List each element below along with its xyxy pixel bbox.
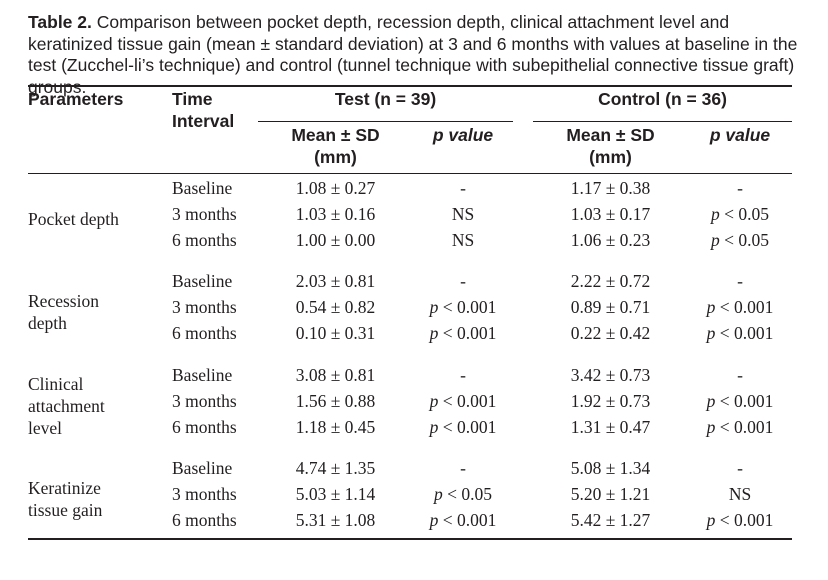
control-p-value-cell: - [737,271,743,291]
control-mean-cell: 0.22 ± 0.42 [570,323,651,343]
test-mean-cell: 0.10 ± 0.31 [295,323,376,343]
control-p-value-cell: NS [728,484,752,504]
time-interval-cell: 6 months [172,230,237,250]
control-p-value-cell: - [737,458,743,478]
test-p-value-cell: - [460,178,466,198]
control-p-value-cell: - [737,365,743,385]
parameter-label: depth [28,313,67,333]
table-caption: Table 2. Comparison between pocket depth… [28,12,803,98]
control-p-value-cell: p < 0.05 [711,204,769,224]
header-parameters: Parameters [28,89,124,109]
control-mean-cell: 2.22 ± 0.72 [570,271,651,291]
control-mean-cell: 1.17 ± 0.38 [570,178,651,198]
control-p-value-cell: p < 0.05 [711,230,769,250]
header-control-group: Control (n = 36) [598,89,727,109]
time-interval-cell: 6 months [172,510,237,530]
parameter-label: Recession [28,291,99,311]
header-control-mean-sd: Mean ± SD [566,125,655,145]
control-p-value-cell: - [737,178,743,198]
test-mean-cell: 4.74 ± 1.35 [295,458,376,478]
test-mean-cell: 1.03 ± 0.16 [295,204,376,224]
test-mean-cell: 1.00 ± 0.00 [295,230,376,250]
header-control-p-value: p value [709,125,771,145]
parameter-label: Clinical [28,374,84,394]
table-bottom-rule [28,538,792,540]
time-interval-cell: 3 months [172,391,237,411]
time-interval-cell: 3 months [172,204,237,224]
parameter-label: Keratinize [28,478,101,498]
caption-text: Comparison between pocket depth, recessi… [28,12,798,97]
test-mean-cell: 3.08 ± 0.81 [295,365,376,385]
header-bottom-rule [28,173,792,174]
header-time-interval-line2: Interval [172,111,235,131]
control-mean-cell: 5.08 ± 1.34 [570,458,651,478]
header-test-mean-sd: Mean ± SD [291,125,380,145]
control-mean-cell: 3.42 ± 0.73 [570,365,651,385]
control-p-value-cell: p < 0.001 [706,510,774,530]
time-interval-cell: Baseline [172,271,233,291]
header-test-group: Test (n = 39) [334,89,437,109]
time-interval-cell: 6 months [172,323,237,343]
test-p-value-cell: - [460,365,466,385]
test-mean-cell: 5.31 ± 1.08 [295,510,376,530]
test-mean-cell: 0.54 ± 0.82 [295,297,376,317]
test-header-rule [258,121,513,122]
control-p-value-cell: p < 0.001 [706,297,774,317]
control-header-rule [533,121,792,122]
test-mean-cell: 2.03 ± 0.81 [295,271,376,291]
caption-label: Table 2. [28,12,92,32]
parameter-label: tissue gain [28,500,103,520]
control-mean-cell: 1.06 ± 0.23 [570,230,651,250]
header-test-mean-sd-unit: (mm) [314,147,357,167]
test-p-value-cell: p < 0.001 [429,510,497,530]
control-p-value-cell: p < 0.001 [706,323,774,343]
time-interval-cell: 3 months [172,484,237,504]
control-mean-cell: 1.92 ± 0.73 [570,391,651,411]
control-mean-cell: 1.03 ± 0.17 [570,204,651,224]
test-p-value-cell: p < 0.001 [429,417,497,437]
header-time-interval-line1: Time [172,89,213,109]
test-mean-cell: 5.03 ± 1.14 [295,484,376,504]
time-interval-cell: 3 months [172,297,237,317]
test-mean-cell: 1.08 ± 0.27 [295,178,376,198]
control-mean-cell: 1.31 ± 0.47 [570,417,651,437]
test-p-value-cell: p < 0.001 [429,297,497,317]
time-interval-cell: Baseline [172,458,233,478]
test-mean-cell: 1.56 ± 0.88 [295,391,376,411]
control-mean-cell: 5.20 ± 1.21 [570,484,651,504]
control-p-value-cell: p < 0.001 [706,417,774,437]
test-p-value-cell: p < 0.05 [434,484,492,504]
test-p-value-cell: - [460,458,466,478]
parameter-label: attachment [28,396,105,416]
control-p-value-cell: p < 0.001 [706,391,774,411]
test-p-value-cell: NS [451,204,475,224]
test-p-value-cell: NS [451,230,475,250]
time-interval-cell: Baseline [172,178,233,198]
time-interval-cell: Baseline [172,365,233,385]
test-p-value-cell: - [460,271,466,291]
test-p-value-cell: p < 0.001 [429,323,497,343]
control-mean-cell: 5.42 ± 1.27 [570,510,651,530]
test-mean-cell: 1.18 ± 0.45 [295,417,376,437]
control-mean-cell: 0.89 ± 0.71 [570,297,651,317]
header-control-mean-sd-unit: (mm) [589,147,632,167]
parameter-label: level [28,418,63,438]
table-top-rule [28,85,792,87]
header-test-p-value: p value [432,125,494,145]
test-p-value-cell: p < 0.001 [429,391,497,411]
time-interval-cell: 6 months [172,417,237,437]
parameter-label: Pocket depth [28,209,119,229]
